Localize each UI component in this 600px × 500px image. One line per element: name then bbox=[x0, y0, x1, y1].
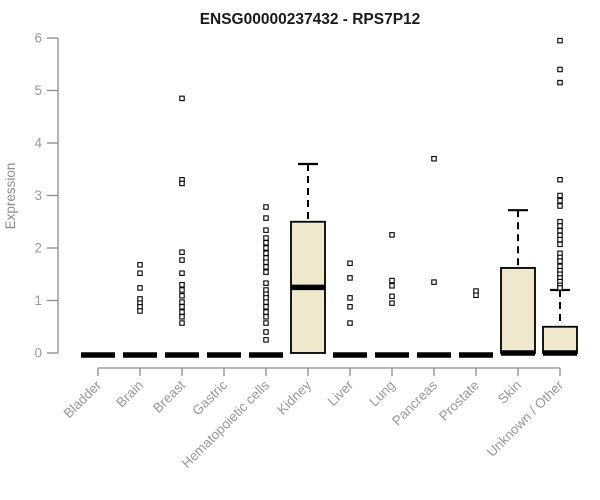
x-tick-label: Prostate bbox=[436, 378, 482, 424]
y-tick-label: 4 bbox=[34, 136, 42, 151]
outlier-point bbox=[263, 304, 269, 310]
outlier-point bbox=[389, 277, 395, 284]
outlier-point bbox=[179, 287, 185, 293]
outlier-point bbox=[179, 314, 185, 320]
outlier-point bbox=[263, 299, 269, 305]
outlier-point bbox=[557, 37, 563, 44]
outlier-point bbox=[263, 204, 269, 210]
plot-area bbox=[81, 37, 578, 358]
outlier-point bbox=[179, 304, 185, 310]
y-tick-label: 1 bbox=[34, 293, 42, 308]
outlier-point bbox=[347, 304, 353, 310]
x-tick-label: Gastric bbox=[189, 377, 230, 418]
outlier-point bbox=[263, 235, 269, 241]
box bbox=[542, 325, 578, 354]
outlier-point bbox=[389, 232, 395, 238]
outlier-point bbox=[473, 292, 479, 298]
x-tick-label: Pancreas bbox=[389, 377, 440, 428]
outlier-point bbox=[263, 314, 269, 320]
outlier-point bbox=[431, 279, 437, 285]
outlier-point bbox=[263, 245, 269, 251]
outlier-point bbox=[179, 299, 185, 305]
y-tick-label: 6 bbox=[34, 31, 42, 46]
y-tick-label: 0 bbox=[34, 346, 42, 361]
y-tick-label: 2 bbox=[34, 241, 42, 256]
outlier-point bbox=[557, 285, 563, 291]
y-axis: 0 1 2 3 4 5 6 bbox=[34, 31, 59, 361]
outlier-point bbox=[557, 203, 563, 209]
outlier-point bbox=[557, 258, 563, 264]
outlier-point bbox=[557, 236, 563, 243]
outlier-point bbox=[179, 281, 185, 288]
x-tick-label: Brain bbox=[113, 378, 146, 411]
outlier-point bbox=[557, 66, 563, 73]
y-axis-label: Expression bbox=[3, 163, 18, 230]
outlier-point bbox=[557, 79, 563, 86]
outlier-point bbox=[179, 257, 185, 263]
outlier-point bbox=[431, 156, 437, 162]
x-tick-label: Liver bbox=[325, 377, 357, 409]
x-tick-label: Lung bbox=[366, 378, 398, 410]
outlier-point bbox=[179, 293, 185, 299]
outlier-point bbox=[137, 270, 143, 276]
y-tick-label: 5 bbox=[34, 83, 42, 98]
outlier-point bbox=[263, 240, 269, 246]
outlier-point bbox=[347, 295, 353, 301]
outlier-point bbox=[389, 300, 395, 306]
outlier-point bbox=[347, 260, 353, 266]
outlier-point bbox=[179, 180, 185, 187]
outlier-point bbox=[263, 264, 269, 270]
outlier-point bbox=[179, 320, 185, 326]
box bbox=[500, 267, 536, 354]
outlier-point bbox=[557, 177, 563, 183]
outlier-point bbox=[389, 293, 395, 300]
outlier-point bbox=[263, 337, 269, 343]
x-tick-label: Breast bbox=[150, 377, 188, 415]
outlier-point bbox=[557, 192, 563, 199]
x-tick-label: Skin bbox=[495, 378, 524, 407]
outlier-point bbox=[347, 320, 353, 326]
outlier-point bbox=[179, 95, 185, 102]
x-tick-label: Unknown / Other bbox=[484, 377, 567, 460]
outlier-point bbox=[137, 285, 143, 291]
outlier-point bbox=[263, 215, 269, 221]
outlier-point bbox=[137, 262, 143, 268]
x-tick-label: Bladder bbox=[61, 377, 105, 421]
outlier-point bbox=[179, 309, 185, 315]
outlier-point bbox=[179, 270, 185, 276]
y-tick-label: 3 bbox=[34, 188, 42, 203]
outlier-point bbox=[263, 329, 269, 335]
outlier-point bbox=[347, 275, 353, 281]
chart-title: ENSG00000237432 - RPS7P12 bbox=[200, 11, 421, 28]
outlier-point bbox=[557, 223, 563, 229]
x-tick-label: Kidney bbox=[274, 377, 314, 417]
outlier-point bbox=[557, 198, 563, 204]
outlier-point bbox=[263, 269, 269, 275]
outlier-point bbox=[263, 280, 269, 286]
outlier-point bbox=[263, 309, 269, 315]
outlier-point bbox=[263, 320, 269, 326]
outlier-point bbox=[263, 227, 269, 233]
outlier-point bbox=[263, 259, 269, 265]
outlier-point bbox=[557, 241, 563, 248]
outlier-point bbox=[179, 249, 185, 255]
outlier-point bbox=[389, 283, 395, 289]
outlier-point bbox=[137, 308, 143, 314]
outlier-point bbox=[263, 250, 269, 257]
outlier-point bbox=[557, 227, 563, 234]
